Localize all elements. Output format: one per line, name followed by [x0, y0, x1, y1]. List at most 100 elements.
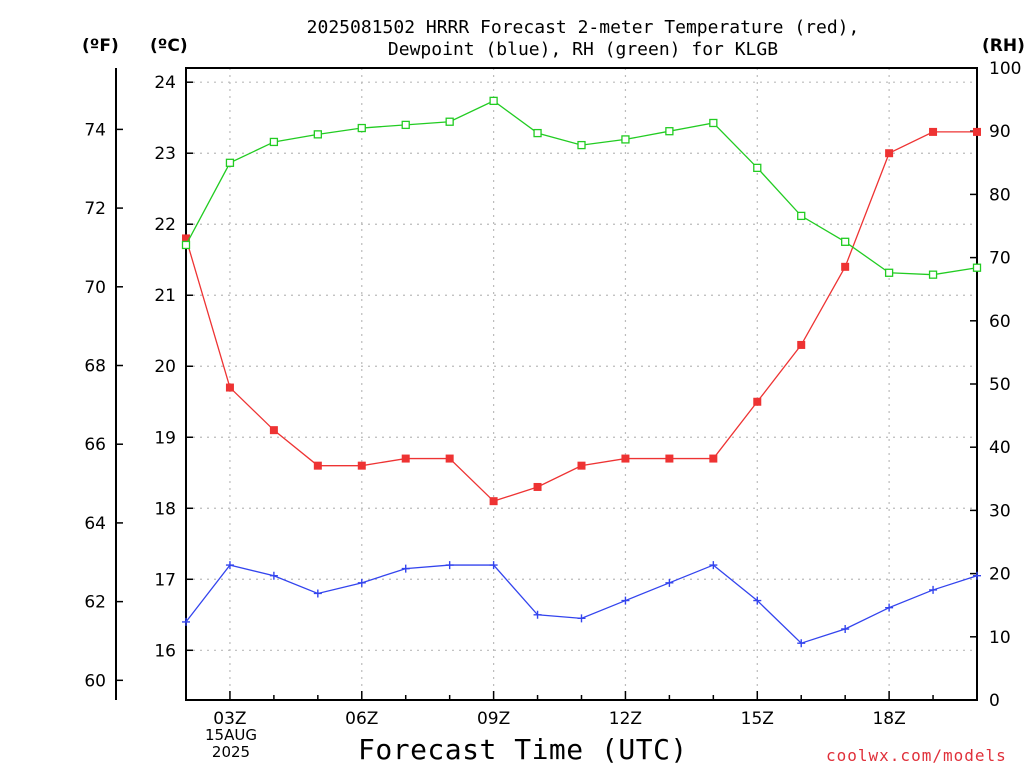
data-point-rh	[357, 123, 366, 133]
x-axis-date-day: 15AUG	[205, 726, 257, 744]
y-tick-label-rh: 100	[989, 59, 1021, 79]
y-tick-label-rh: 90	[989, 122, 1011, 142]
plot-frame	[185, 67, 978, 701]
data-point-rh	[225, 158, 235, 167]
y-tick-label-fahrenheit: 66	[84, 435, 106, 455]
data-point-temperature	[665, 454, 674, 463]
data-point-dewpoint	[709, 561, 718, 570]
data-point-rh	[665, 127, 674, 136]
data-point-dewpoint	[929, 585, 938, 594]
data-point-temperature	[313, 461, 322, 470]
data-point-rh	[445, 117, 454, 126]
series-line-dewpoint	[185, 564, 978, 644]
data-point-rh	[401, 120, 410, 130]
data-point-temperature	[269, 426, 278, 435]
data-point-temperature	[841, 262, 850, 271]
data-point-temperature	[973, 127, 981, 136]
y-tick-label-celsius: 22	[154, 215, 176, 235]
data-point-rh	[841, 237, 850, 246]
data-point-temperature	[533, 482, 542, 491]
data-point-dewpoint	[577, 614, 586, 623]
x-axis-date: 15AUG 2025	[196, 727, 266, 761]
chart-title-line-2: Dewpoint (blue), RH (green) for KLGB	[387, 39, 779, 60]
chart-title-line-1: 2025081502 HRRR Forecast 2-meter Tempera…	[306, 17, 860, 38]
data-point-dewpoint	[621, 596, 630, 605]
series-line-rh	[185, 100, 978, 276]
data-point-rh	[928, 270, 938, 279]
data-point-rh	[797, 211, 806, 221]
y-tick-label-fahrenheit: 72	[84, 199, 106, 219]
y-tick-label-rh: 70	[989, 249, 1011, 269]
data-point-dewpoint	[182, 617, 190, 626]
data-point-rh	[621, 135, 630, 144]
data-point-dewpoint	[357, 578, 366, 587]
data-point-rh	[753, 163, 762, 173]
data-point-temperature	[357, 461, 366, 470]
data-point-dewpoint	[401, 564, 410, 573]
data-point-rh	[181, 240, 191, 250]
x-axis-title: Forecast Time (UTC)	[358, 733, 688, 766]
unit-label-fahrenheit: (ºF)	[82, 36, 119, 56]
data-point-temperature	[709, 454, 718, 463]
site-credit: coolwx.com/models	[826, 746, 1007, 765]
data-point-temperature	[753, 397, 762, 406]
data-point-dewpoint	[533, 610, 542, 619]
y-tick-label-celsius: 20	[154, 357, 176, 377]
y-tick-label-rh: 10	[989, 628, 1011, 648]
data-point-dewpoint	[489, 561, 498, 570]
data-point-temperature	[929, 127, 938, 136]
data-point-dewpoint	[445, 561, 454, 570]
data-point-dewpoint	[753, 596, 762, 605]
y-tick-label-celsius: 17	[154, 570, 176, 590]
data-point-dewpoint	[269, 571, 278, 580]
y-tick-label-rh: 30	[989, 501, 1011, 521]
y-tick-label-celsius: 19	[154, 428, 176, 448]
data-point-rh	[533, 128, 542, 138]
data-point-rh	[489, 96, 498, 106]
y-tick-label-rh: 80	[989, 185, 1011, 205]
data-point-rh	[972, 263, 982, 272]
data-point-rh	[884, 268, 894, 277]
data-point-temperature	[225, 383, 234, 392]
x-tick-label: 18Z	[872, 709, 905, 729]
y-tick-label-celsius: 24	[154, 73, 176, 93]
data-point-dewpoint	[841, 624, 850, 633]
data-point-dewpoint	[885, 603, 894, 612]
y-tick-label-fahrenheit: 62	[84, 593, 106, 613]
x-tick-label: 09Z	[477, 709, 510, 729]
y-tick-label-rh: 0	[989, 691, 1000, 711]
data-point-temperature	[489, 497, 498, 506]
x-tick-label: 03Z	[213, 709, 246, 729]
series-line-temperature	[185, 131, 977, 502]
y-tick-label-rh: 50	[989, 375, 1011, 395]
data-point-rh	[269, 137, 279, 147]
unit-label-celsius: (ºC)	[150, 36, 188, 56]
data-point-rh	[577, 140, 586, 150]
y-tick-label-rh: 20	[989, 565, 1011, 585]
y-tick-label-fahrenheit: 68	[84, 357, 106, 377]
y-tick-label-celsius: 23	[154, 144, 176, 164]
data-point-temperature	[401, 454, 410, 463]
data-point-temperature	[797, 340, 806, 349]
data-point-temperature	[885, 149, 894, 158]
data-point-rh	[709, 118, 718, 128]
y-tick-label-fahrenheit: 70	[84, 278, 106, 298]
y-tick-label-fahrenheit: 74	[84, 120, 106, 140]
data-point-dewpoint	[973, 571, 981, 580]
data-point-dewpoint	[797, 639, 806, 648]
unit-label-rh: (RH)	[982, 36, 1024, 56]
x-tick-label: 12Z	[609, 709, 642, 729]
y-tick-label-celsius: 18	[154, 499, 176, 519]
x-tick-label: 06Z	[345, 709, 378, 729]
y-tick-label-fahrenheit: 60	[84, 671, 106, 691]
y-tick-label-celsius: 16	[154, 641, 176, 661]
x-tick-label: 15Z	[741, 709, 774, 729]
data-point-dewpoint	[313, 589, 322, 598]
y-tick-label-celsius: 21	[154, 286, 176, 306]
data-point-rh	[313, 130, 322, 139]
y-tick-label-rh: 60	[989, 312, 1011, 332]
x-axis-date-year: 2025	[211, 743, 251, 761]
data-point-temperature	[621, 454, 630, 463]
y-tick-label-fahrenheit: 64	[84, 514, 106, 534]
